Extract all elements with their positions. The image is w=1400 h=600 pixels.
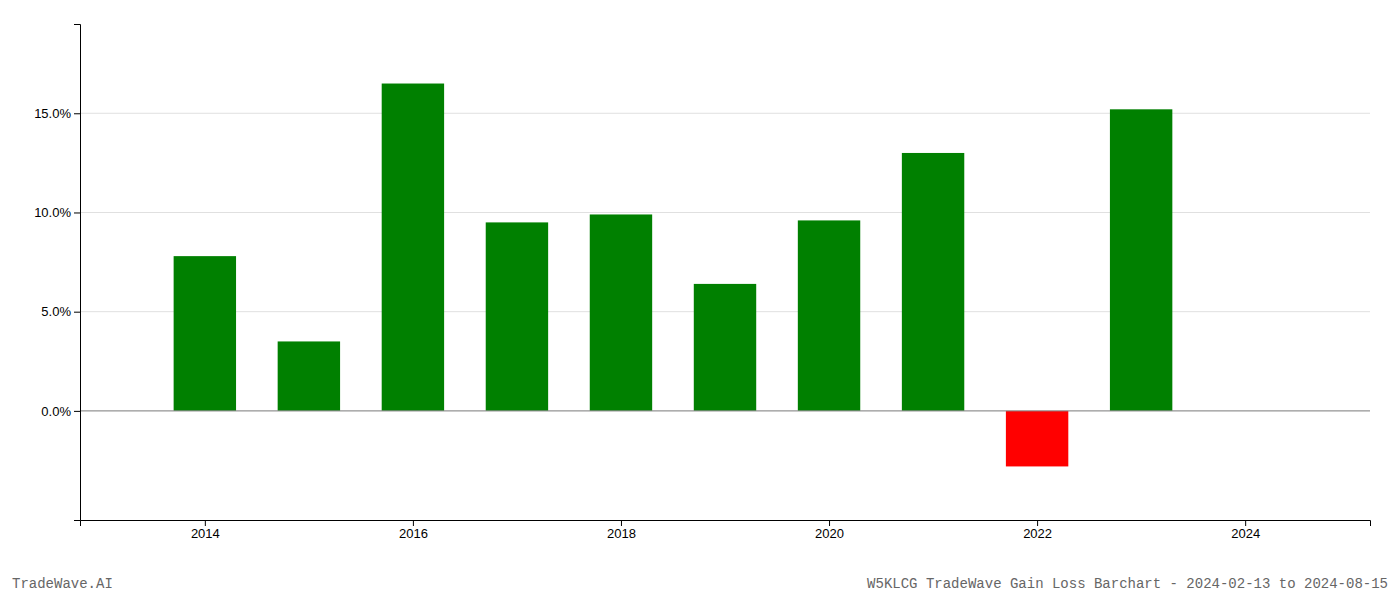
tick-mark — [74, 411, 80, 412]
chart: 0.0%5.0%10.0%15.0%2014201620182020202220… — [0, 0, 1400, 600]
axis-line — [74, 25, 81, 521]
bar — [1110, 109, 1172, 411]
axis-line — [81, 521, 1371, 527]
y-tick: 0.0% — [41, 404, 80, 419]
tick-label: 2018 — [607, 526, 636, 541]
bar — [174, 256, 236, 411]
x-tick: 2022 — [1023, 520, 1052, 541]
x-tick: 2016 — [399, 520, 428, 541]
x-tick: 2024 — [1231, 520, 1260, 541]
tick-mark — [413, 520, 414, 526]
grid-line — [80, 410, 1370, 411]
bar — [798, 220, 860, 410]
grid — [80, 113, 1370, 411]
zero-line — [80, 410, 1370, 411]
y-tick: 10.0% — [34, 205, 80, 220]
bar — [902, 153, 964, 411]
footer-text: W5KLCG TradeWave Gain Loss Barchart - 20… — [867, 576, 1388, 592]
tick-mark — [74, 312, 80, 313]
grid-line — [80, 113, 1370, 114]
bar — [382, 84, 444, 411]
bars — [174, 84, 1173, 467]
bar — [486, 222, 548, 410]
y-axis: 0.0% 5.0% 10.0% 15.0% — [34, 25, 80, 521]
tick-mark — [621, 520, 622, 526]
footer-text: TradeWave.AI — [12, 576, 113, 592]
tick-label: 15.0% — [34, 106, 71, 121]
tick-label: 2024 — [1231, 526, 1260, 541]
tick-label: 2022 — [1023, 526, 1052, 541]
y-tick: 5.0% — [41, 304, 80, 319]
tick-label: 2014 — [191, 526, 220, 541]
tick-label: 2020 — [815, 526, 844, 541]
bar — [590, 214, 652, 410]
x-tick: 2018 — [607, 520, 636, 541]
tick-mark — [74, 212, 80, 213]
tick-label: 5.0% — [41, 304, 71, 319]
tick-label: 2016 — [399, 526, 428, 541]
tick-label: 10.0% — [34, 205, 71, 220]
tick-mark — [829, 520, 830, 526]
grid-line — [80, 212, 1370, 213]
tick-label: 0.0% — [41, 404, 71, 419]
tick-mark — [205, 520, 206, 526]
y-tick: 15.0% — [34, 106, 80, 121]
tick-mark — [1245, 520, 1246, 526]
x-axis: 2014 2016 2018 2020 2022 2024 — [81, 520, 1371, 541]
bar — [278, 341, 340, 410]
x-tick: 2014 — [191, 520, 220, 541]
x-tick: 2020 — [815, 520, 844, 541]
bar — [1006, 411, 1068, 467]
tick-mark — [74, 113, 80, 114]
tick-mark — [1037, 520, 1038, 526]
bar — [694, 284, 756, 411]
